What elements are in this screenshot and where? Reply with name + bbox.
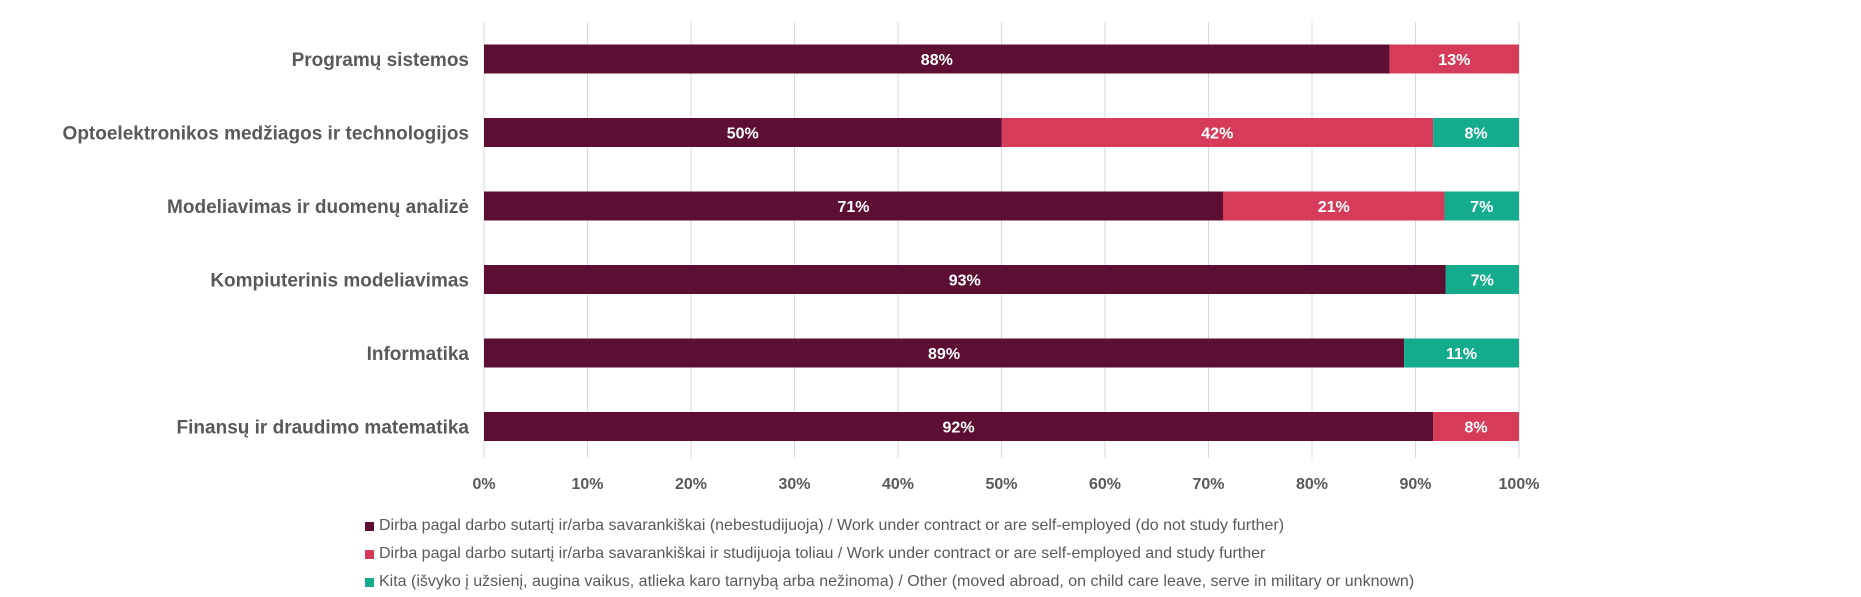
category-label: Kompiuterinis modeliavimas [210, 271, 469, 292]
data-label: 42% [1201, 126, 1233, 143]
x-tick-label: 0% [472, 476, 495, 493]
bar-segment [1444, 191, 1519, 221]
gridlines [483, 22, 1520, 458]
bar-segment [1433, 412, 1519, 441]
category-label: Informatika [367, 344, 470, 365]
bar-segment [484, 338, 1405, 368]
bar-segment [484, 412, 1434, 441]
x-tick-label: 50% [985, 476, 1017, 493]
legend-swatch [365, 549, 374, 559]
bar-segment [1445, 265, 1519, 294]
data-label: 8% [1464, 126, 1487, 143]
bar-segment [484, 44, 1390, 74]
data-label: 92% [943, 420, 975, 437]
bar-segment [1433, 118, 1519, 147]
x-tick-label: 80% [1296, 476, 1328, 493]
legend-item-work-and-study: Dirba pagal darbo sutartį ir/arba savara… [365, 540, 1414, 568]
x-tick-label: 40% [882, 476, 914, 493]
data-label: 8% [1464, 420, 1487, 437]
category-label: Finansų ir draudimo matematika [177, 418, 470, 439]
legend-swatch [365, 521, 374, 531]
x-tick-label: 60% [1089, 476, 1121, 493]
x-tick-label: 30% [778, 476, 810, 493]
bar-segment [1222, 191, 1445, 221]
data-label: 7% [1470, 199, 1493, 216]
legend: Dirba pagal darbo sutartį ir/arba savara… [365, 512, 1414, 596]
legend-item-other: Kita (išvyko į užsienį, augina vaikus, a… [365, 568, 1414, 596]
bars: 88% 13% 50% 42% 8% 71% 21% 7% 93% 7% 89% 11% 92% 8% [484, 44, 1519, 441]
x-tick-label: 10% [571, 476, 603, 493]
bar-segment [484, 118, 1002, 147]
category-label: Optoelektronikos medžiagos ir technologi… [63, 124, 469, 145]
x-tick-label: 90% [1399, 476, 1431, 493]
legend-label: Dirba pagal darbo sutartį ir/arba savara… [379, 517, 1285, 534]
bar-segment [1001, 118, 1434, 147]
data-label: 11% [1446, 346, 1477, 363]
data-label: 21% [1318, 199, 1350, 216]
data-label: 13% [1438, 52, 1470, 69]
legend-label: Kita (išvyko į užsienį, augina vaikus, a… [379, 573, 1415, 590]
bar-segment [484, 265, 1446, 294]
legend-item-work-not-study: Dirba pagal darbo sutartį ir/arba savara… [365, 512, 1414, 540]
x-tick-label: 70% [1192, 476, 1224, 493]
data-label: 71% [837, 199, 869, 216]
bar-segment [1404, 338, 1519, 368]
x-tick-label: 100% [1499, 476, 1540, 493]
data-label: 93% [949, 273, 981, 290]
data-label: 50% [727, 126, 759, 143]
category-label: Modeliavimas ir duomenų analizė [167, 197, 469, 218]
legend-swatch [365, 577, 374, 587]
legend-label: Dirba pagal darbo sutartį ir/arba savara… [379, 545, 1266, 562]
category-labels: Programų sistemos Optoelektronikos medžia… [63, 50, 470, 439]
data-label: 89% [928, 346, 960, 363]
x-axis-tick-labels: 0% 10% 20% 30% 40% 50% 60% 70% 80% 90% 100% [472, 476, 1539, 493]
data-label: 7% [1471, 273, 1494, 290]
x-tick-label: 20% [675, 476, 707, 493]
bar-segment [484, 191, 1223, 221]
bar-segment [1389, 44, 1519, 74]
data-label: 88% [921, 52, 953, 69]
category-label: Programų sistemos [292, 50, 469, 71]
